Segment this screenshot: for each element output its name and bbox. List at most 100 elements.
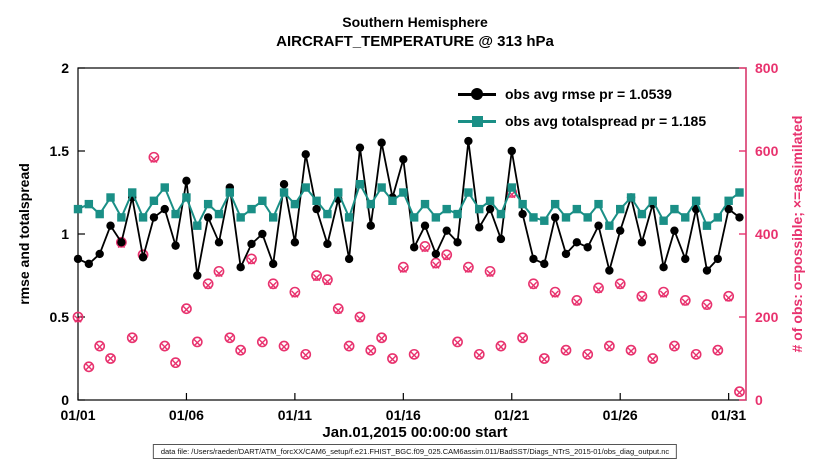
rmse-marker (735, 213, 744, 222)
x-tick-label: 01/01 (60, 407, 95, 423)
obs-assimilated-marker (638, 294, 646, 302)
obs-assimilated-marker (432, 261, 440, 269)
y-right-tick-label: 0 (755, 392, 763, 408)
obs-assimilated-marker (551, 290, 559, 298)
totalspread-marker (247, 204, 256, 214)
rmse-marker (301, 150, 310, 159)
totalspread-marker (431, 213, 441, 222)
x-axis-label: Jan.01,2015 00:00:00 start (322, 424, 508, 441)
totalspread-marker (496, 209, 506, 219)
totalspread-marker (626, 193, 636, 202)
obs-assimilated-marker (280, 343, 288, 351)
obs-assimilated-marker (573, 298, 581, 306)
rmse-marker (572, 238, 582, 247)
obs-assimilated-marker (399, 265, 408, 273)
totalspread-marker (323, 209, 332, 219)
obs-possible-marker (734, 386, 745, 398)
obs-possible-marker (267, 278, 279, 290)
obs-possible-marker (202, 278, 214, 290)
obs-possible-marker (235, 344, 247, 356)
obs-possible-marker (170, 357, 181, 369)
obs-possible-marker (278, 340, 290, 352)
totalspread-marker (735, 188, 744, 197)
rmse-marker (681, 254, 690, 264)
obs-possible-marker (636, 290, 648, 302)
legend-item-rmse: obs avg rmse pr = 1.0539 (458, 80, 706, 107)
obs-assimilated-marker (258, 339, 267, 347)
totalspread-marker (637, 209, 647, 219)
rmse-marker (171, 241, 180, 250)
obs-assimilated-marker (421, 244, 429, 253)
y-axis-label-left: rmse and totalspread (16, 163, 32, 305)
obs-possible-marker (159, 340, 171, 352)
y-left-tick-label: 0.5 (50, 309, 70, 325)
rmse-marker (193, 271, 202, 280)
obs-assimilated-marker (616, 281, 624, 290)
filled-circle-marker-icon (471, 87, 483, 100)
y-right-tick-label: 800 (755, 60, 779, 76)
obs-possible-marker (256, 336, 268, 348)
obs-assimilated-marker (518, 334, 527, 343)
rmse-marker (507, 146, 516, 156)
legend: obs avg rmse pr = 1.0539 obs avg totalsp… (458, 80, 706, 134)
rmse-marker (485, 204, 495, 214)
obs-possible-marker (354, 311, 366, 323)
rmse-marker (279, 180, 289, 189)
totalspread-marker (225, 188, 235, 197)
rmse-marker (236, 263, 245, 272)
totalspread-marker (301, 183, 310, 192)
obs-assimilated-marker (106, 354, 115, 363)
totalspread-marker (258, 196, 267, 205)
obs-assimilated-marker (605, 343, 614, 351)
x-tick-label: 01/06 (169, 407, 204, 423)
rmse-marker (616, 226, 625, 235)
obs-possible-marker (723, 290, 735, 302)
obs-possible-marker (311, 270, 322, 281)
rmse-marker (149, 213, 159, 222)
obs-possible-marker (593, 282, 604, 294)
rmse-marker (420, 221, 430, 230)
totalspread-marker (572, 204, 582, 214)
totalspread-marker (616, 204, 625, 214)
obs-assimilated-marker (182, 305, 191, 314)
obs-possible-marker (332, 303, 344, 315)
obs-possible-marker (408, 348, 420, 360)
obs-assimilated-marker (161, 343, 169, 351)
obs-possible-marker (343, 340, 355, 352)
totalspread-marker (214, 209, 224, 219)
obs-possible-marker (94, 340, 106, 352)
totalspread-marker (95, 209, 104, 219)
obs-possible-marker (647, 353, 659, 364)
legend-label-totalspread: obs avg totalspread pr = 1.185 (505, 112, 707, 129)
rmse-marker (540, 259, 549, 269)
obs-possible-marker (669, 340, 680, 352)
rmse-marker (214, 238, 224, 247)
totalspread-marker (171, 209, 180, 219)
totalspread-marker (106, 193, 115, 202)
obs-possible-marker (419, 241, 431, 252)
rmse-marker (442, 226, 451, 235)
obs-assimilated-marker (670, 343, 679, 351)
obs-assimilated-marker (475, 351, 483, 359)
chart-title-region: Southern Hemisphere (342, 14, 488, 30)
obs-assimilated-marker (367, 347, 375, 355)
obs-possible-marker (517, 332, 529, 344)
obs-assimilated-marker (583, 351, 592, 359)
obs-possible-marker (191, 336, 203, 348)
rmse-marker (117, 238, 126, 247)
obs-assimilated-marker (497, 343, 505, 351)
rmse-marker (594, 221, 603, 230)
obs-possible-marker (224, 332, 236, 344)
rmse-marker (290, 238, 300, 247)
rmse-marker (84, 259, 94, 269)
obs-assimilated-marker (74, 315, 82, 323)
totalspread-marker (334, 188, 343, 197)
y-right-tick-label: 200 (755, 309, 779, 325)
rmse-marker (431, 249, 441, 259)
obs-assimilated-marker (312, 273, 321, 282)
totalspread-marker (236, 213, 245, 222)
totalspread-marker (594, 199, 603, 209)
totalspread-marker (518, 199, 527, 209)
obs-assimilated-marker (453, 339, 462, 347)
obs-assimilated-marker (692, 351, 700, 359)
